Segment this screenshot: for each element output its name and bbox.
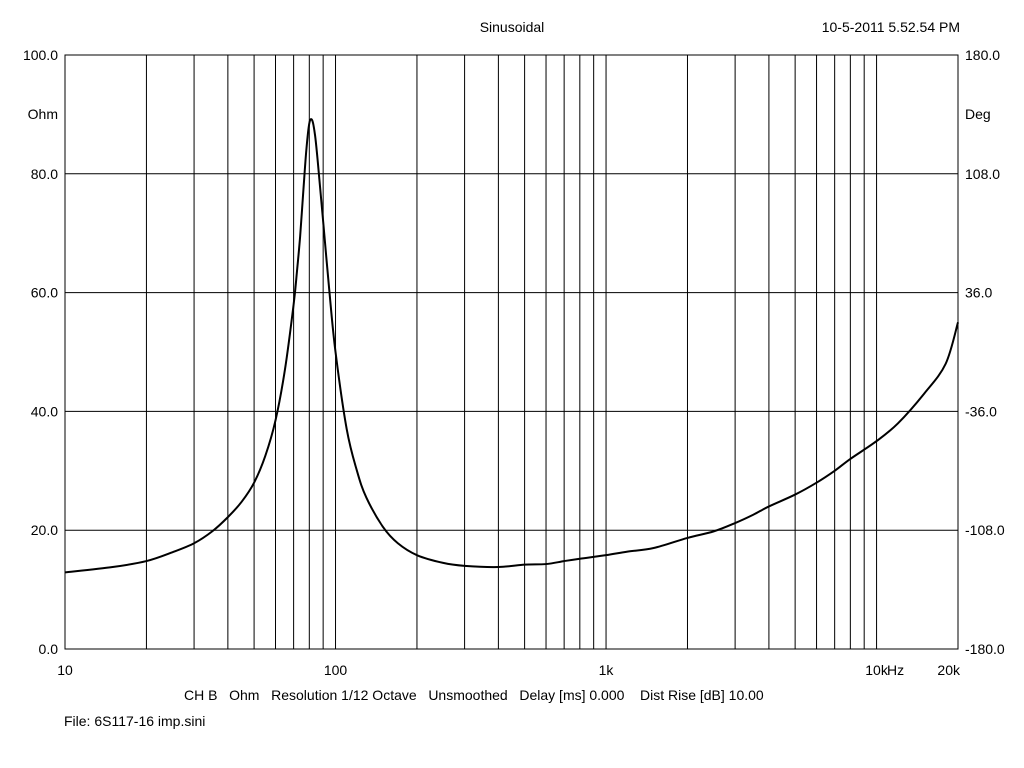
y-axis-unit: Ohm: [28, 106, 58, 122]
x-axis-unit: Hz: [887, 662, 904, 678]
y2-tick-label: 108.0: [965, 166, 1000, 182]
y2-axis-unit: Deg: [965, 106, 991, 122]
x-tick-label: 20k: [937, 662, 961, 678]
y-tick-label: 0.0: [39, 641, 59, 657]
y-tick-label: 40.0: [31, 403, 58, 419]
x-tick-label: 1k: [599, 662, 615, 678]
y-tick-label: 60.0: [31, 285, 58, 301]
y-tick-labels: 0.0 20.0 40.0 60.0 80.0 100.0: [23, 47, 58, 657]
x-tick-label: 100: [324, 662, 348, 678]
grid-lines: [64, 54, 959, 650]
y2-tick-label: -180.0: [965, 641, 1005, 657]
y2-tick-label: 180.0: [965, 47, 1000, 63]
measurement-settings: CH B Ohm Resolution 1/12 Octave Unsmooth…: [184, 687, 764, 703]
x-tick-label: 10k: [865, 662, 889, 678]
y2-tick-labels: -180.0 -108.0 -36.0 36.0 108.0 180.0: [965, 47, 1005, 657]
series-group: [64, 118, 959, 574]
impedance-curve-0: [64, 118, 959, 574]
y-tick-label: 100.0: [23, 47, 58, 63]
y-tick-label: 20.0: [31, 522, 58, 538]
y2-tick-label: 36.0: [965, 285, 992, 301]
x-tick-label: 10: [57, 662, 73, 678]
y-tick-label: 80.0: [31, 166, 58, 182]
timestamp: 10-5-2011 5.52.54 PM: [822, 19, 960, 35]
y2-tick-label: -108.0: [965, 522, 1005, 538]
plot-frame: [64, 54, 959, 650]
file-name: File: 6S117-16 imp.sini: [64, 713, 206, 729]
y2-tick-label: -36.0: [965, 403, 997, 419]
chart-title: Sinusoidal: [480, 19, 545, 35]
x-tick-labels: 10 100 1k 10k 20k: [57, 662, 961, 678]
